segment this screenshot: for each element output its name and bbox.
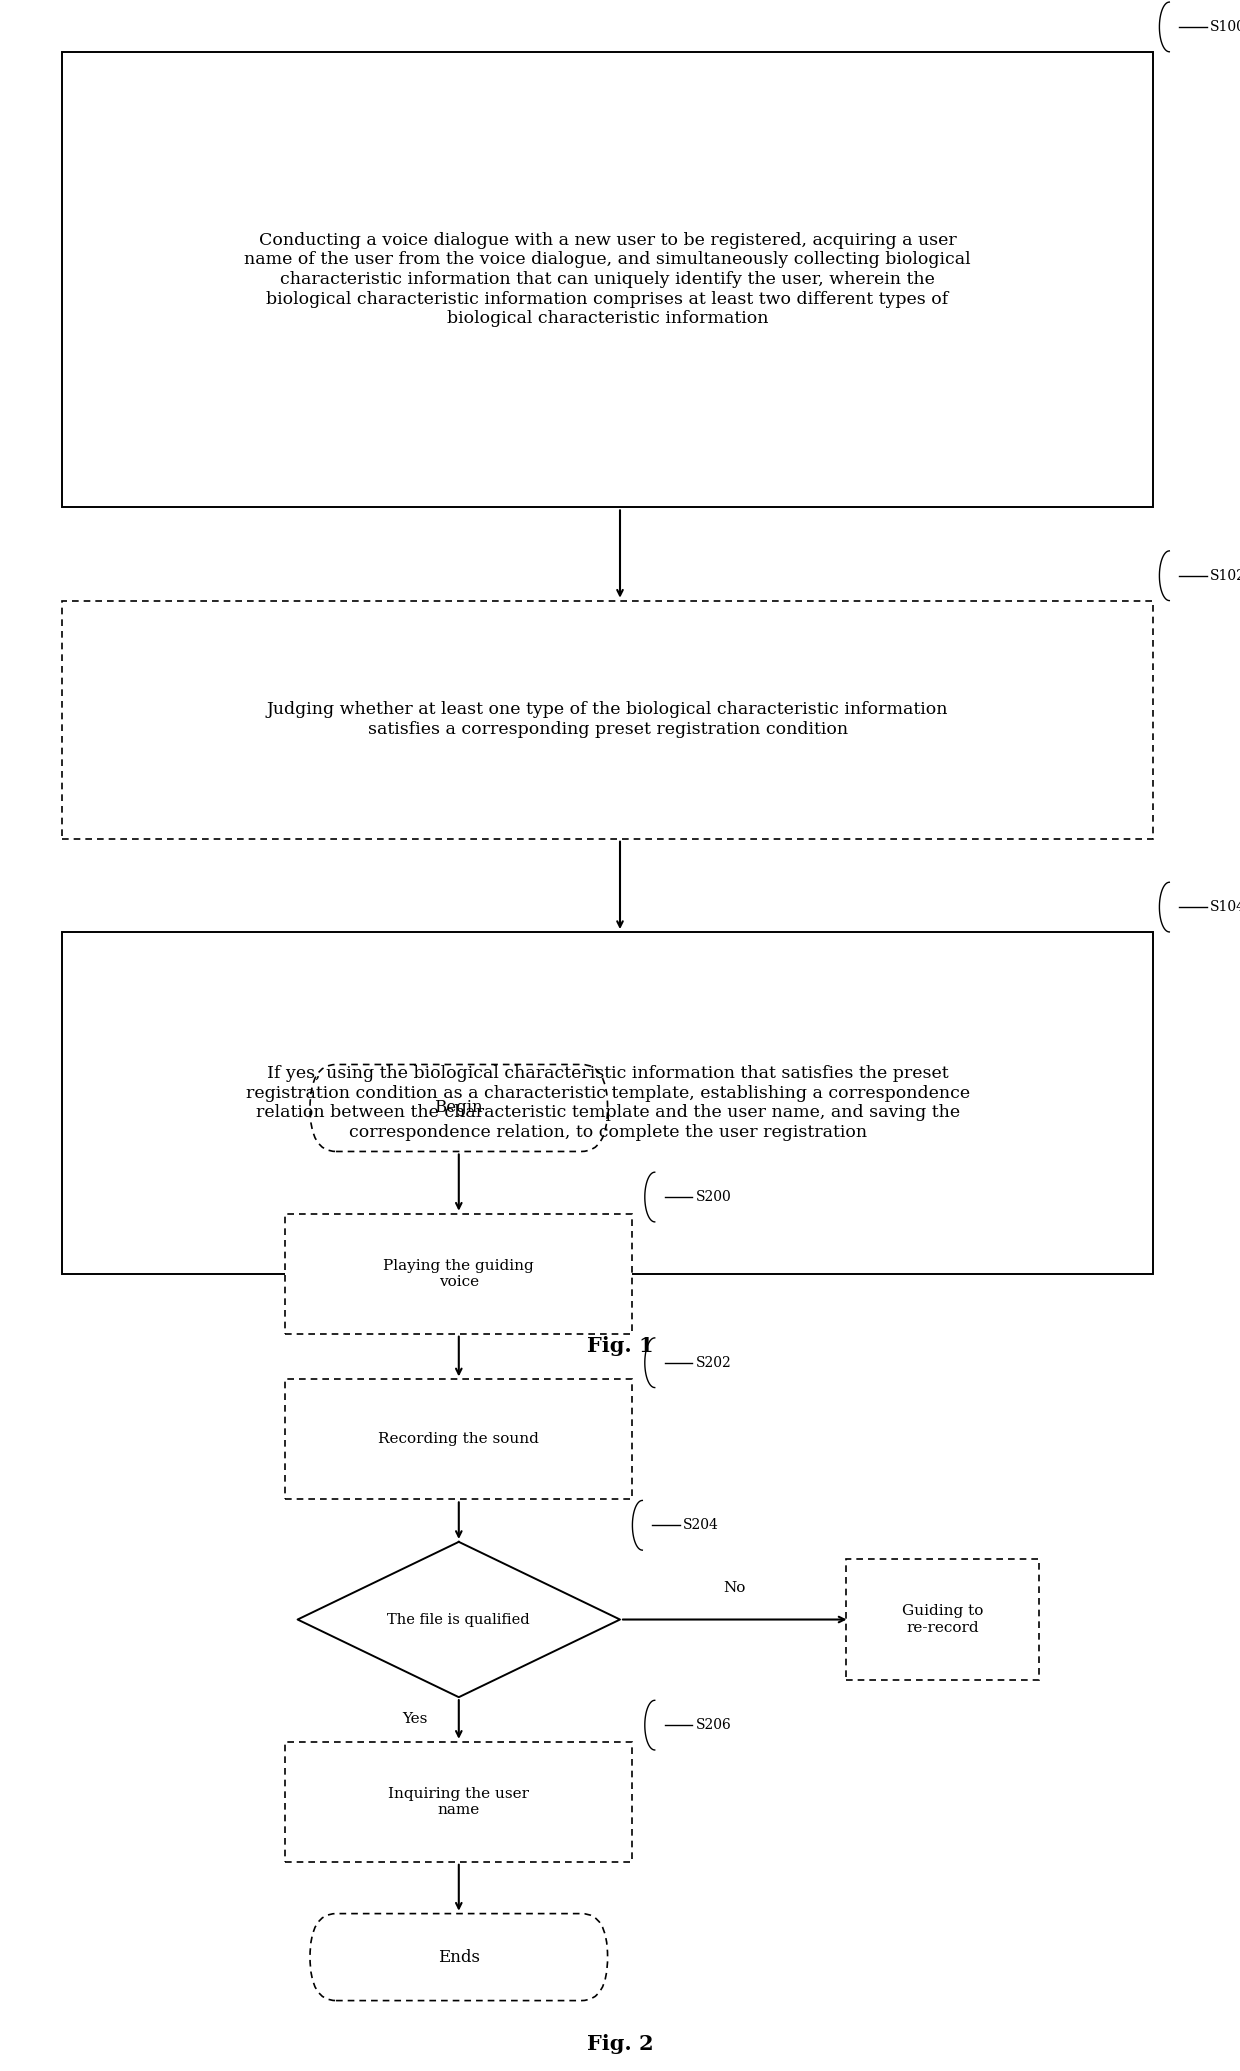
Text: Yes: Yes [403,1713,428,1727]
Text: S204: S204 [683,1518,719,1533]
Text: S104: S104 [1210,901,1240,913]
Text: Fig. 2: Fig. 2 [587,2034,653,2054]
FancyBboxPatch shape [62,601,1153,839]
FancyBboxPatch shape [62,52,1153,507]
Text: Recording the sound: Recording the sound [378,1433,539,1446]
Text: S200: S200 [696,1191,732,1203]
Text: S202: S202 [696,1357,732,1369]
Text: Ends: Ends [438,1949,480,1965]
FancyBboxPatch shape [310,1914,608,2001]
Text: Begin: Begin [434,1100,484,1116]
Text: The file is qualified: The file is qualified [387,1613,531,1626]
Text: No: No [723,1580,746,1595]
FancyBboxPatch shape [62,932,1153,1274]
Text: Playing the guiding
voice: Playing the guiding voice [383,1259,534,1288]
FancyBboxPatch shape [285,1379,632,1499]
Text: Judging whether at least one type of the biological characteristic information
s: Judging whether at least one type of the… [267,702,949,737]
Text: S206: S206 [696,1719,732,1731]
Text: Guiding to
re-record: Guiding to re-record [901,1605,983,1634]
Text: Inquiring the user
name: Inquiring the user name [388,1787,529,1816]
FancyBboxPatch shape [285,1742,632,1862]
Text: Fig. 1: Fig. 1 [587,1336,653,1357]
Text: If yes, using the biological characteristic information that satisfies the prese: If yes, using the biological characteris… [246,1064,970,1141]
Text: S100: S100 [1210,21,1240,33]
FancyBboxPatch shape [846,1559,1039,1680]
FancyBboxPatch shape [285,1214,632,1334]
FancyBboxPatch shape [310,1064,608,1151]
Text: S102: S102 [1210,570,1240,582]
Text: Conducting a voice dialogue with a new user to be registered, acquiring a user
n: Conducting a voice dialogue with a new u… [244,232,971,327]
